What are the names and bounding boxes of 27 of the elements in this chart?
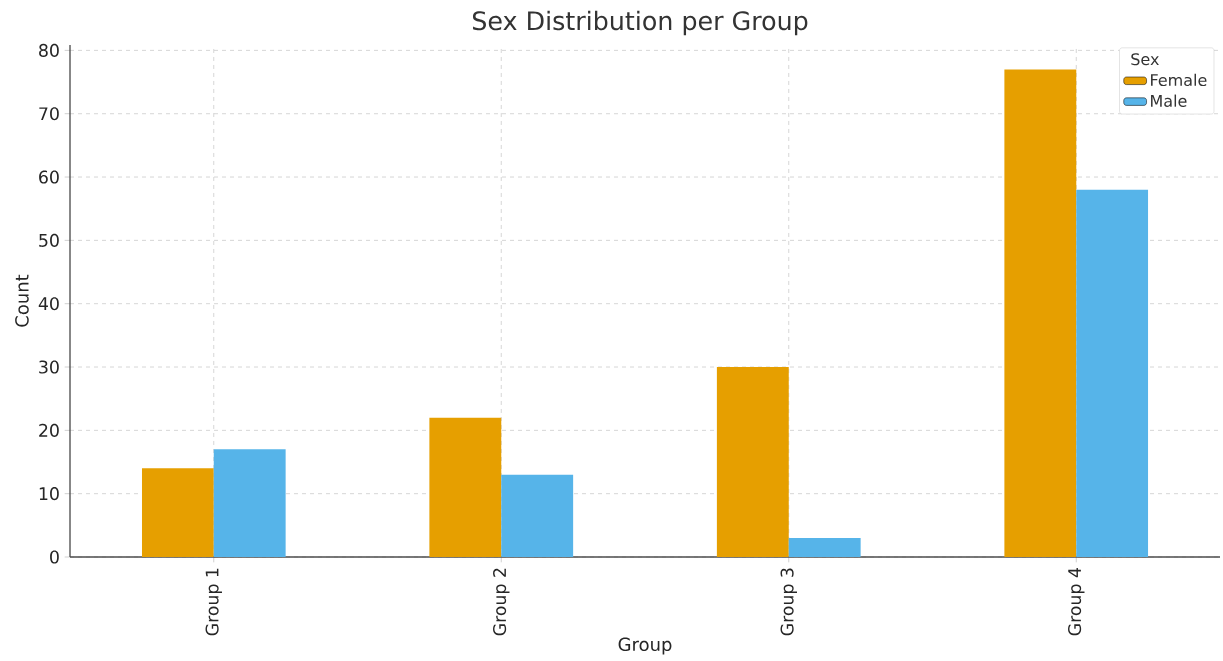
y-tick-label: 40 (38, 297, 59, 311)
x-tick-label: Group 1 (205, 568, 222, 636)
y-tick-label: 0 (50, 550, 59, 564)
bar (1076, 189, 1149, 557)
x-axis-title: Group (618, 637, 672, 655)
y-tick-label: 70 (39, 107, 59, 121)
bar (788, 538, 861, 557)
y-tick-label: 20 (39, 423, 59, 437)
x-tick-label: Group 3 (780, 568, 797, 636)
x-tick-label: Group 4 (1068, 568, 1085, 636)
y-tick-label: 10 (39, 487, 59, 501)
legend-title: Sex (1131, 53, 1159, 66)
x-tick-label: Group 2 (493, 568, 510, 636)
y-tick-label: 80 (39, 43, 59, 57)
bar (141, 468, 214, 557)
bar (716, 367, 789, 557)
y-tick-label: 30 (39, 360, 59, 374)
bar (1004, 69, 1077, 557)
y-tick-label: 50 (39, 233, 59, 247)
legend-label: Male (1151, 94, 1187, 107)
legend-label: Female (1151, 73, 1207, 87)
bar (429, 417, 502, 557)
bar (213, 449, 286, 557)
bar (501, 474, 574, 557)
y-tick-label: 60 (39, 170, 59, 184)
y-axis-title: Count (15, 274, 29, 327)
chart-title: Sex Distribution per Group (473, 10, 808, 36)
